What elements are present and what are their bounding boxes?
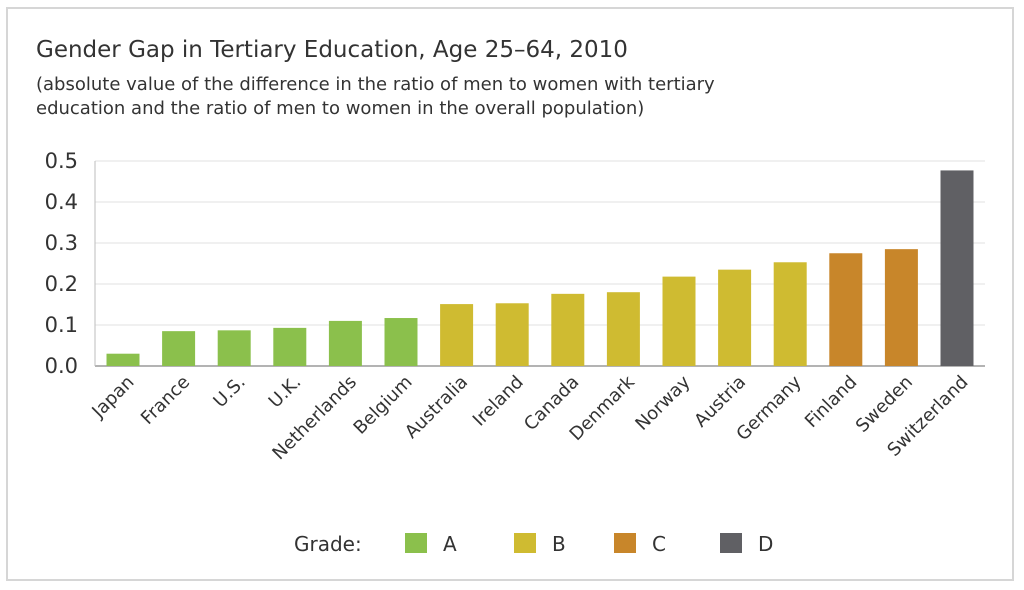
bar-belgium xyxy=(384,318,418,366)
chart-title: Gender Gap in Tertiary Education, Age 25… xyxy=(36,37,628,63)
bar-france xyxy=(162,331,196,366)
y-tick-label: 0.2 xyxy=(45,272,78,296)
bar-finland xyxy=(829,253,863,366)
x-tick-label: U.K. xyxy=(265,372,306,413)
bar-japan xyxy=(106,353,140,366)
x-tick-label: U.S. xyxy=(209,372,249,412)
y-tick-label: 0.4 xyxy=(45,190,78,214)
y-tick-label: 0.1 xyxy=(45,313,78,337)
x-tick-label: Norway xyxy=(631,371,694,434)
y-tick-label: 0.5 xyxy=(45,149,78,173)
bar-australia xyxy=(440,304,474,366)
legend-swatch-a xyxy=(405,533,427,553)
chart-subtitle-line-1: (absolute value of the difference in the… xyxy=(36,74,715,95)
bar-u-s xyxy=(217,330,251,366)
legend-swatch-d xyxy=(720,533,742,553)
legend: Grade: A B C D xyxy=(294,532,773,556)
legend-item-b: B xyxy=(552,532,566,556)
bar-netherlands xyxy=(328,320,362,366)
bar-u-k xyxy=(273,327,307,366)
legend-item-a: A xyxy=(443,532,457,556)
y-tick-label: 0.0 xyxy=(45,354,78,378)
legend-label: Grade: xyxy=(294,532,362,556)
bar-norway xyxy=(662,276,696,366)
bar-switzerland xyxy=(940,170,974,366)
legend-swatch-b xyxy=(514,533,536,553)
bar-denmark xyxy=(606,292,640,366)
legend-item-c: C xyxy=(652,532,666,556)
x-tick-label: Ireland xyxy=(469,372,528,431)
bar-sweden xyxy=(884,249,918,366)
bar-austria xyxy=(718,269,752,366)
bars xyxy=(106,170,974,366)
legend-swatch-c xyxy=(614,533,636,553)
bar-ireland xyxy=(495,303,529,366)
bar-canada xyxy=(551,293,585,366)
x-tick-label: France xyxy=(137,372,194,429)
legend-item-d: D xyxy=(758,532,773,556)
x-tick-label: Japan xyxy=(87,372,138,423)
bar-germany xyxy=(773,262,807,366)
chart-subtitle-line-2: education and the ratio of men to women … xyxy=(36,98,644,119)
y-tick-label: 0.3 xyxy=(45,231,78,255)
